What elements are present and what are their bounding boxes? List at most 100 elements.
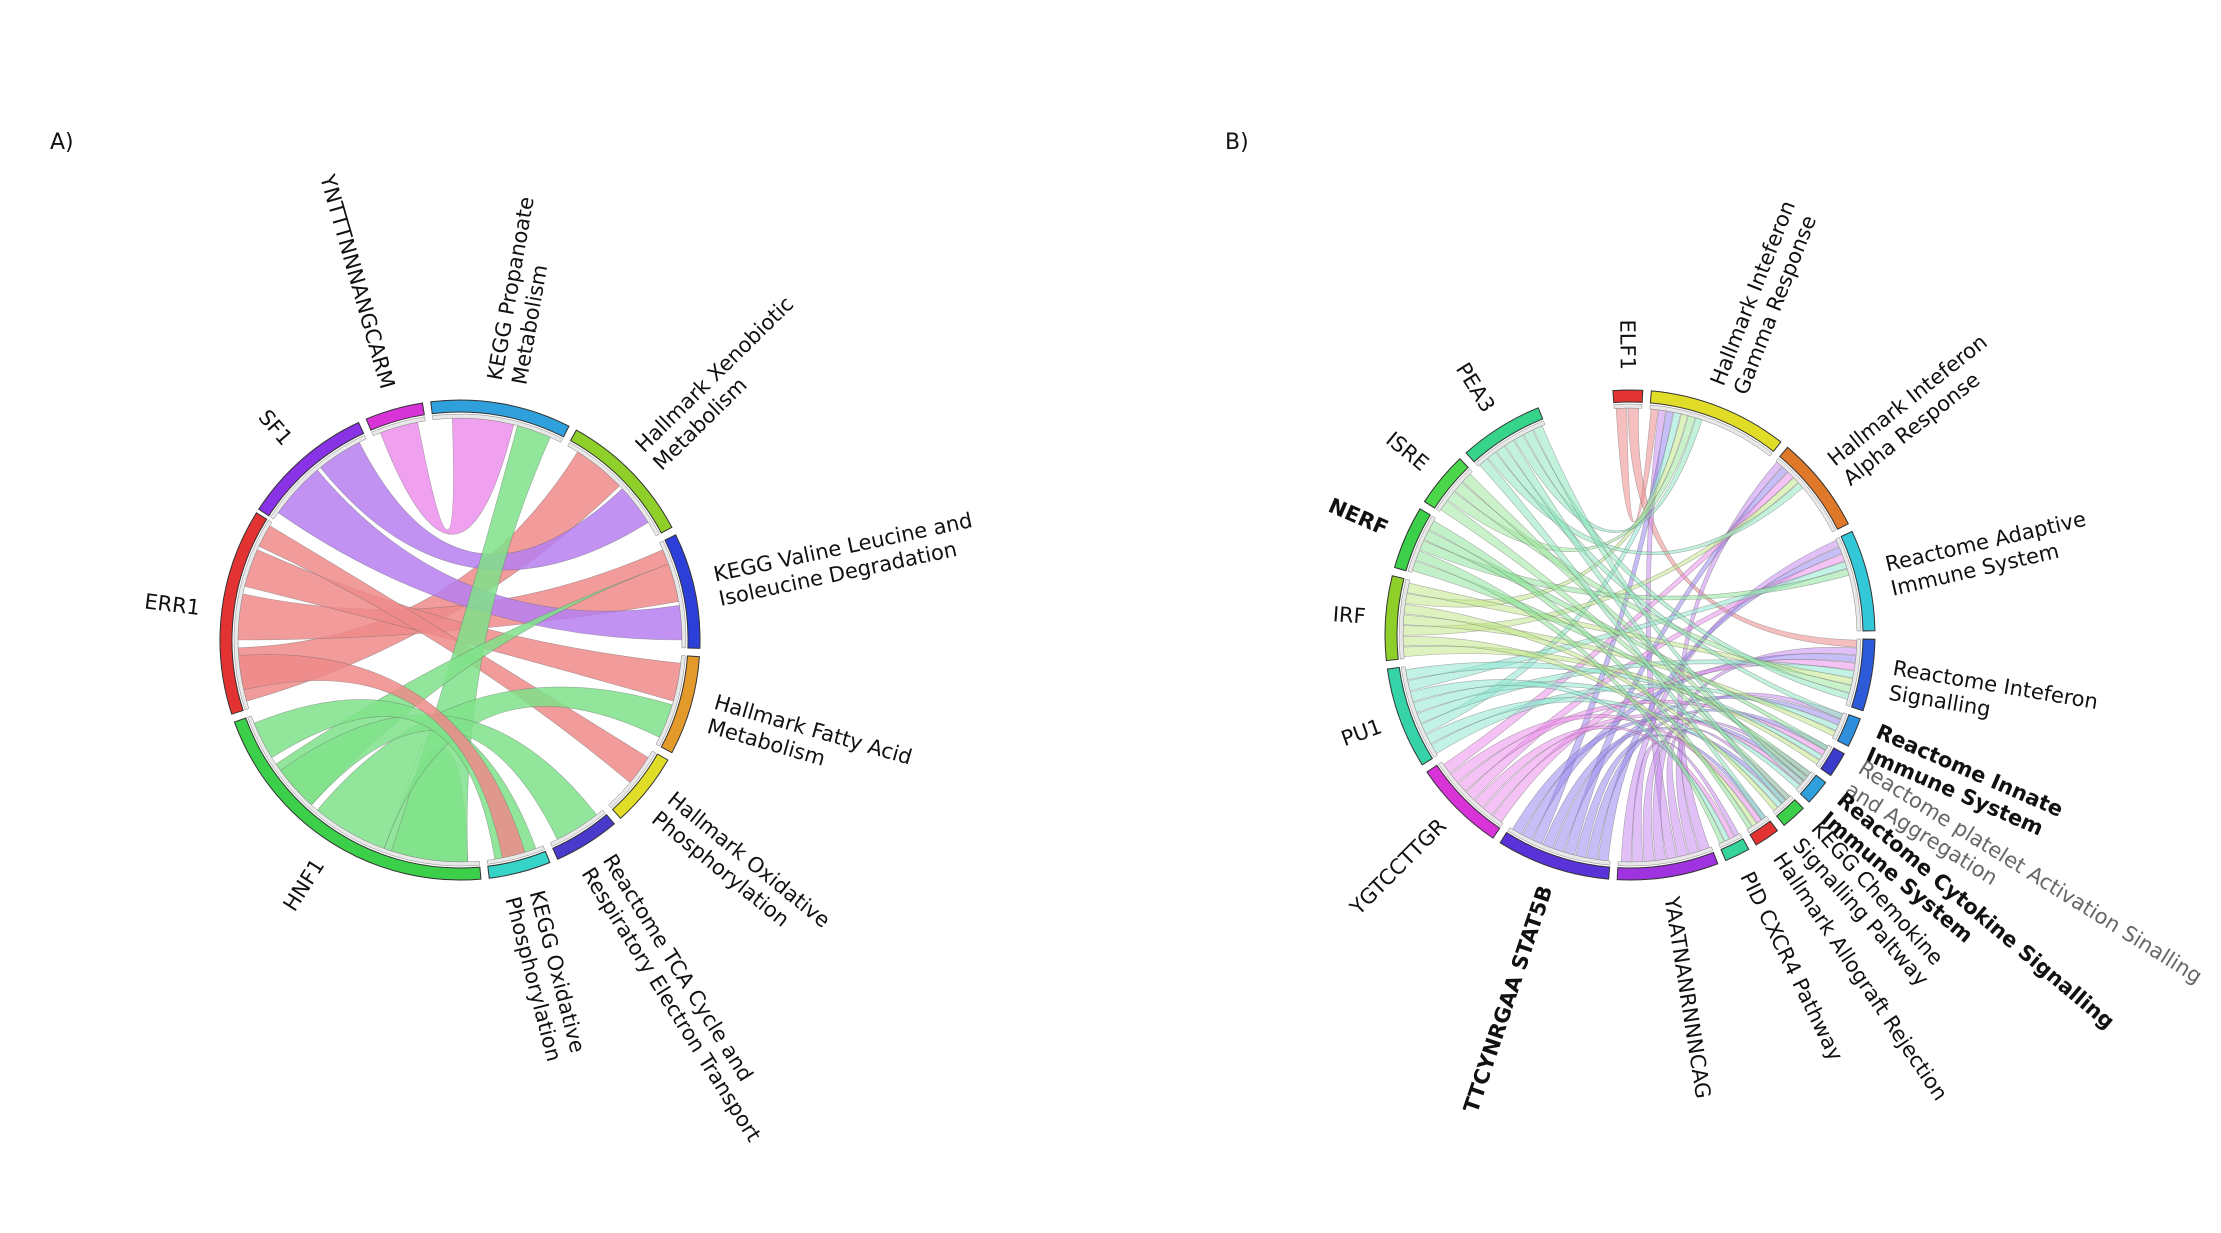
segment-label-line: PU1 [1338, 714, 1385, 751]
segment-track-kegg-chemokine-signalling-paltway [1772, 795, 1794, 815]
segment-arc-pea3 [1465, 407, 1544, 463]
segment-arc-hallmark-inteferon-gamma-response [1649, 390, 1782, 453]
segment-track-reactome-tca-cycle-and-respiratory-electron-transport [549, 809, 606, 847]
segment-label-hallmark-oxidative-phosphorylation: Hallmark OxidativePhosphorylation [647, 787, 834, 952]
segment-label-hallmark-inteferon-gamma-response: Hallmark InteferonGamma Response [1706, 197, 1824, 398]
segment-arc-reactome-adaptive-immune-system [1840, 530, 1876, 632]
segment-label-ygtccttgr: YGTCCTTGR [1345, 814, 1451, 920]
segment-track-err1 [233, 519, 273, 711]
segment-label-kegg-valine-leucine-and-isoleucine-degradation: KEGG Valine Leucine andIsoleucine Degrad… [711, 508, 979, 611]
segment-track-pea3 [1475, 420, 1546, 467]
segment-arc-hallmark-oxidative-phosphorylation [611, 753, 669, 820]
segment-arc-err1 [219, 512, 268, 715]
segment-label-line: Respiratory Electron Transport [577, 863, 766, 1146]
segment-label-elf1: ELF1 [1615, 319, 1639, 370]
segment-arc-irf [1384, 575, 1405, 662]
segment-label-pid-cxcr4-pathway: PID CXCR4 Pathway [1735, 868, 1847, 1065]
segment-label-kegg-propanoate-metabolism: KEGG PropanoateMetabolism [483, 195, 564, 387]
segment-track-isre [1435, 468, 1473, 512]
segment-label-pea3: PEA3 [1451, 358, 1500, 416]
segment-arc-reactome-tca-cycle-and-respiratory-electron-transport [552, 813, 615, 860]
segment-track-reactome-cytokine-signalling-immune-system [1795, 771, 1815, 793]
segment-label-hnf1: HNF1 [279, 855, 330, 916]
segment-track-pu1 [1400, 666, 1438, 758]
segment-label-line: YGTCCTTGR [1345, 814, 1451, 920]
segment-track-reactome-inteferon-signalling [1845, 638, 1862, 707]
chord-diagram-a: ERR1 SF1 YNTTTNNNANGCARM KEGG PropanoateMet… [143, 171, 979, 1146]
segment-arc-ygtccttgr [1426, 764, 1501, 839]
segment-track-kegg-valine-leucine-and-isoleucine-degradation [659, 540, 687, 649]
segment-track-ygtccttgr [1438, 761, 1504, 827]
segment-label-isre: ISRE [1381, 427, 1433, 476]
segment-arc-yaatnanrnnncag [1616, 851, 1719, 881]
segment-arc-hallmark-inteferon-alpha-response [1779, 446, 1849, 530]
segment-track-nerf [1407, 515, 1436, 573]
segment-track-hallmark-inteferon-alpha-response [1775, 457, 1837, 533]
segment-arc-hnf1 [233, 717, 482, 881]
chord-diagram-b: ELF1 Hallmark InteferonGamma ResponseHall… [1325, 197, 2206, 1116]
segment-track-kegg-propanoate-metabolism [432, 413, 563, 443]
segment-label-line: NERF [1325, 493, 1392, 540]
segment-arc-yntttnnnangcarm [365, 402, 425, 431]
segment-track-hnf1 [247, 715, 480, 867]
segment-arc-reactome-platelet-activation-sinalling-and-aggregation [1820, 747, 1845, 777]
segment-arc-kegg-oxidative-phosphorylation [487, 850, 551, 879]
segment-label-pu1: PU1 [1338, 714, 1385, 751]
ribbons [1402, 407, 1858, 863]
segment-label-nerf: NERF [1325, 493, 1392, 540]
segment-label-yaatnanrnnncag: YAATNANRNNNCAG [1659, 894, 1715, 1100]
segment-label-ttcynrgaa-stat5b: TTCYNRGAA STAT5B [1459, 882, 1557, 1115]
segment-arc-hallmark-allograft-rejection [1749, 820, 1779, 846]
segment-track-yntttnnnangcarm [371, 416, 426, 436]
segment-arc-kegg-chemokine-signalling-paltway [1775, 799, 1804, 827]
segment-label-reactome-inteferon-signalling: Reactome InteferonSignalling [1887, 656, 2100, 739]
segment-track-hallmark-fatty-acid-metabolism [655, 655, 686, 747]
segment-label-line: SF1 [254, 405, 298, 450]
segment-label-line: ELF1 [1615, 319, 1639, 370]
panel-a-label: A) [50, 130, 74, 155]
segment-track-pid-cxcr4-pathway [1718, 833, 1743, 848]
segment-label-line: ISRE [1381, 427, 1433, 476]
segment-arc-reactome-inteferon-signalling [1850, 638, 1876, 712]
segment-label-irf: IRF [1332, 602, 1366, 628]
segment-track-reactome-platelet-activation-sinalling-and-aggregation [1815, 744, 1833, 768]
segment-arc-kegg-propanoate-metabolism [430, 399, 570, 438]
segment-label-line: PEA3 [1451, 358, 1500, 416]
segment-arc-pid-cxcr4-pathway [1720, 838, 1750, 862]
segment-track-hallmark-allograft-rejection [1746, 815, 1770, 834]
segment-label-hallmark-fatty-acid-metabolism: Hallmark Fatty AcidMetabolism [705, 690, 915, 793]
segment-label-line: YAATNANRNNNCAG [1659, 894, 1715, 1100]
segment-label-hallmark-xenobiotic-metabolism: Hallmark XenobioticMetabolism [631, 292, 816, 475]
segment-label-kegg-oxidative-phosphorylation: KEGG OxidativePhosphorylation [500, 888, 590, 1064]
segment-track-yaatnanrnnncag [1617, 846, 1714, 867]
segment-label-line: IRF [1332, 602, 1366, 628]
segment-track-hallmark-xenobiotic-metabolism [567, 441, 660, 537]
segment-arc-reactome-innate-immune-system [1836, 714, 1861, 747]
segment-label-hallmark-inteferon-alpha-response: Hallmark InteferonAlpha Response [1823, 330, 2007, 491]
segment-label-line: Hallmark Xenobiotic [631, 292, 799, 457]
segment-label-line: YNTTTNNNANGCARM [315, 171, 399, 391]
segment-label-line: TTCYNRGAA STAT5B [1459, 882, 1557, 1115]
segment-label-line: HNF1 [279, 855, 330, 916]
segment-arc-elf1 [1612, 389, 1644, 404]
segment-arc-isre [1423, 458, 1469, 509]
segment-arc-nerf [1393, 508, 1431, 572]
segment-label-line: PID CXCR4 Pathway [1735, 868, 1847, 1065]
segment-arc-ttcynrgaa-stat5b [1499, 831, 1611, 880]
segment-track-ttcynrgaa-stat5b [1507, 827, 1611, 866]
segment-track-hallmark-inteferon-gamma-response [1649, 404, 1773, 457]
segment-arc-sf1 [258, 421, 365, 517]
segment-arc-pu1 [1386, 666, 1434, 766]
segment-arc-kegg-valine-leucine-and-isoleucine-degradation [664, 534, 701, 649]
segment-label-err1: ERR1 [143, 589, 201, 620]
segment-label-line: Hallmark Oxidative [663, 787, 835, 932]
segment-label-sf1: SF1 [254, 405, 298, 450]
segment-track-hallmark-oxidative-phosphorylation [608, 750, 657, 809]
panel-b-label: B) [1225, 130, 1249, 155]
segment-label-line: ERR1 [143, 589, 201, 620]
segment-arc-reactome-cytokine-signalling-immune-system [1799, 774, 1827, 803]
ribbons [237, 417, 683, 863]
segment-track-sf1 [270, 434, 367, 520]
segment-label-reactome-adaptive-immune-system: Reactome AdaptiveImmune System [1883, 507, 2094, 601]
